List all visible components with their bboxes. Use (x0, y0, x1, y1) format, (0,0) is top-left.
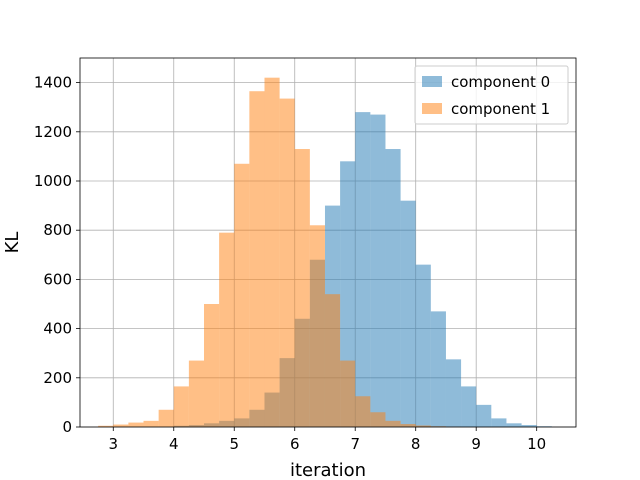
legend: component 0 component 1 (414, 65, 569, 125)
histogram-bar-component-1 (355, 396, 371, 427)
x-tick-label: 4 (169, 435, 179, 453)
x-tick-label: 5 (229, 435, 239, 453)
histogram-bar-component-1 (113, 424, 129, 427)
bars-layer (98, 77, 552, 428)
histogram-bar-component-1 (385, 420, 401, 427)
legend-swatch-component-1 (422, 103, 442, 114)
histogram-bar-component-1 (173, 386, 189, 427)
legend-swatch-component-0 (422, 76, 442, 87)
x-tick-label: 9 (471, 435, 481, 453)
y-tick-label: 800 (43, 221, 72, 239)
y-tick-label: 1400 (34, 74, 72, 92)
histogram-bar-component-1 (128, 422, 144, 427)
histogram-bar-component-1 (340, 360, 356, 427)
x-axis-label: iteration (290, 460, 366, 480)
y-tick-label: 1200 (34, 123, 72, 141)
histogram-bar-component-0 (445, 359, 462, 427)
histogram-bar-component-0 (400, 200, 416, 427)
histogram-bar-component-1 (264, 77, 280, 428)
y-tick-label: 200 (43, 369, 72, 387)
histogram-bar-component-1 (279, 98, 295, 427)
y-tick-label: 1000 (34, 172, 72, 190)
histogram-bar-component-1 (188, 360, 204, 427)
x-tick-label: 8 (411, 435, 421, 453)
histogram-bar-component-1 (400, 424, 416, 427)
x-tick-label: 6 (290, 435, 300, 453)
y-axis-label: KL (2, 232, 23, 254)
histogram-bar-component-0 (506, 423, 522, 427)
histogram-bar-component-1 (219, 232, 235, 427)
legend-box (414, 65, 569, 125)
histogram-bar-component-1 (309, 225, 325, 427)
histogram-bar-component-1 (98, 425, 114, 427)
x-tick-label: 7 (350, 435, 360, 453)
histogram-bar-component-0 (491, 418, 507, 427)
histogram-bar-component-0 (385, 149, 401, 427)
histogram-bar-component-0 (521, 425, 537, 427)
plot-frame (79, 57, 577, 428)
y-tick-label: 400 (43, 320, 72, 338)
legend-label-component-1: component 1 (451, 100, 550, 118)
histogram-bar-component-0 (355, 112, 371, 428)
ticks-layer: 3 4 5 6 7 8 9 10 0 200 400 600 800 1000 1200 1400 (34, 74, 546, 453)
histogram-bar-component-1 (324, 294, 341, 427)
histogram-bar-component-0 (461, 386, 477, 427)
histogram-bar-component-0 (476, 404, 492, 427)
legend-label-component-0: component 0 (451, 73, 550, 91)
histogram-bar-component-1 (249, 91, 265, 428)
histogram-bar-component-1 (158, 409, 174, 427)
y-tick-label: 600 (43, 270, 72, 288)
y-tick-label: 0 (62, 418, 72, 436)
histogram-bar-component-1 (294, 149, 310, 427)
histogram-bar-component-1 (415, 425, 431, 427)
x-tick-label: 3 (108, 435, 118, 453)
histogram-bar-component-1 (370, 412, 386, 427)
histogram-bar-component-1 (234, 163, 250, 427)
histogram-bar-component-1 (143, 420, 159, 427)
histogram-bar-component-0 (370, 114, 386, 427)
x-tick-label: 10 (527, 435, 546, 453)
histogram-bar-component-1 (204, 304, 220, 427)
histogram-bar-component-0 (415, 264, 431, 427)
histogram-bar-component-0 (430, 311, 446, 427)
